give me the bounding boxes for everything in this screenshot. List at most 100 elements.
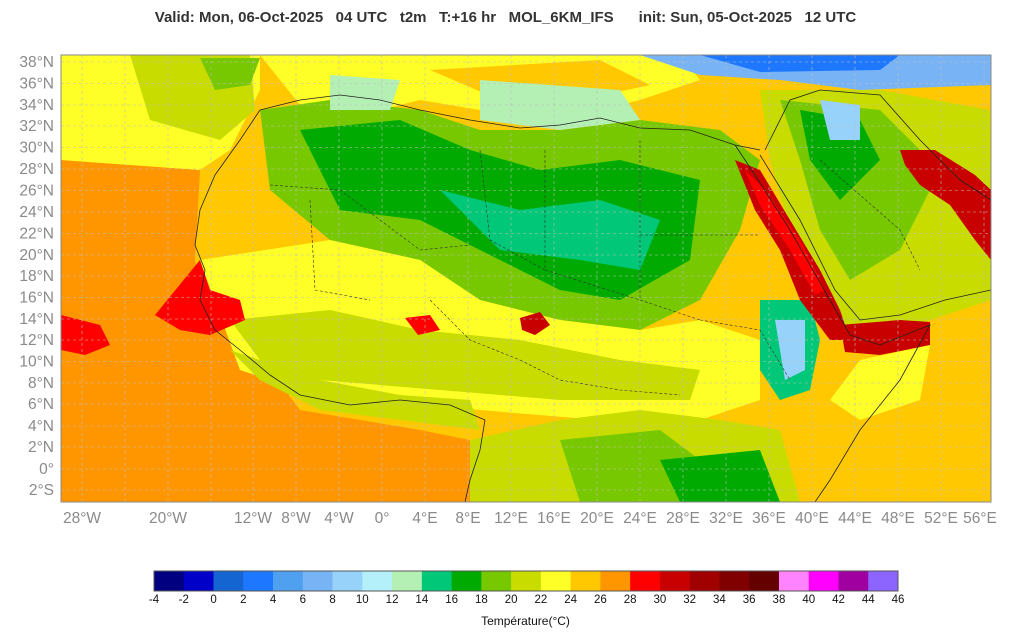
colorbar-swatch <box>273 571 304 591</box>
colorbar-tick-label: 28 <box>623 594 637 606</box>
longitude-axis: 28°W 20°W 12°W 8°W 4°W 0° 4°E 8°E 12°E 1… <box>63 510 997 527</box>
turkey-cold <box>640 55 991 90</box>
lat-label: 32°N <box>19 118 54 135</box>
lat-label: 10°N <box>19 354 54 371</box>
colorbar-tick-label: -4 <box>148 594 160 606</box>
colorbar-tick-label: 10 <box>355 594 369 606</box>
lon-label: 12°E <box>494 510 528 527</box>
colorbar-tick-label: 4 <box>269 594 277 606</box>
lat-label: 2°N <box>28 439 54 456</box>
lon-label: 52°E <box>924 510 958 527</box>
colorbar-swatch <box>838 571 869 591</box>
lat-label: 36°N <box>19 76 54 93</box>
colorbar-tick-label: 34 <box>713 594 726 606</box>
coastlines <box>194 89 991 502</box>
colorbar-tick-label: 0 <box>210 594 217 606</box>
latitude-axis: 38°N 36°N 34°N 32°N 30°N 28°N 26°N 24°N … <box>19 54 54 499</box>
colorbar-swatch <box>213 571 244 591</box>
lon-label: 8°W <box>281 510 311 527</box>
colorbar-swatch <box>243 571 274 591</box>
lat-label: 0° <box>39 461 54 478</box>
colorbar-swatch <box>332 571 363 591</box>
colorbar-swatch <box>154 571 185 591</box>
colorbar-tick-label: 18 <box>474 594 488 606</box>
colorbar-swatch <box>511 571 542 591</box>
colorbar-title: Température(°C) <box>481 614 570 628</box>
colorbar-swatch <box>719 571 750 591</box>
colorbar-tick-label: 16 <box>445 594 458 606</box>
colorbar-tick-label: 14 <box>415 594 429 606</box>
colorbar-tick-label: 24 <box>564 594 578 606</box>
lat-label: 20°N <box>19 247 54 264</box>
lon-label: 16°E <box>537 510 571 527</box>
chad-hotspot <box>520 312 550 335</box>
colorbar-frame <box>153 570 899 592</box>
colorbar-swatch <box>362 571 393 591</box>
colorbar-tick-label: 22 <box>534 594 548 606</box>
lon-label: 4°W <box>324 510 354 527</box>
colorbar-swatch <box>392 571 423 591</box>
colorbar-tick-label: 40 <box>802 594 816 606</box>
colorbar-swatch <box>540 571 571 591</box>
colorbar-swatch <box>600 571 631 591</box>
lon-label: 0° <box>375 510 390 527</box>
colorbar-swatch <box>570 571 601 591</box>
lat-label: 18°N <box>19 268 54 285</box>
colorbar-tick-label: 36 <box>742 594 756 606</box>
colorbar-tick-label: -2 <box>178 594 189 606</box>
colorbar-tick-label: 8 <box>329 594 336 606</box>
colorbar-swatch <box>451 571 482 591</box>
colorbar-swatch <box>302 571 333 591</box>
colorbar-tick-label: 42 <box>832 594 845 606</box>
colorbar-tick-label: 20 <box>504 594 518 606</box>
colorbar-swatch <box>630 571 661 591</box>
country-borders <box>269 140 921 396</box>
grid-lines <box>61 55 991 502</box>
lat-label: 24°N <box>19 204 54 221</box>
lat-label: 28°N <box>19 161 54 178</box>
colorbar-swatch <box>421 571 452 591</box>
map-title: Valid: Mon, 06-Oct-2025 04 UTC t2m T:+16… <box>154 9 857 26</box>
lat-label: 14°N <box>19 311 54 328</box>
gulf-of-aden <box>840 320 930 355</box>
lon-label: 28°E <box>666 510 700 527</box>
map-frame <box>60 54 992 503</box>
lon-label: 28°W <box>63 510 101 527</box>
lon-label: 20°E <box>580 510 614 527</box>
lon-label: 48°E <box>881 510 915 527</box>
lat-label: 8°N <box>28 375 54 392</box>
lat-label: 6°N <box>28 396 54 413</box>
colorbar-swatch <box>749 571 780 591</box>
lon-label: 4°E <box>412 510 437 527</box>
lon-label: 8°E <box>455 510 480 527</box>
colorbar-swatch <box>659 571 690 591</box>
persian-gulf <box>900 150 991 260</box>
colorbar-swatch <box>868 571 899 591</box>
lon-label: 20°W <box>149 510 187 527</box>
colorbar-swatch <box>183 571 214 591</box>
colorbar-swatch <box>778 571 810 591</box>
lat-label: 22°N <box>19 226 54 243</box>
colorbar-swatch <box>481 571 512 591</box>
lon-label: 12°W <box>234 510 272 527</box>
lat-label: 16°N <box>19 290 54 307</box>
lon-label: 56°E <box>963 510 997 527</box>
colorbar-tick-label: 6 <box>299 594 306 606</box>
lat-label: 38°N <box>19 54 54 71</box>
lon-label: 40°E <box>795 510 829 527</box>
colorbar-tick-label: 26 <box>593 594 607 606</box>
lon-label: 36°E <box>752 510 786 527</box>
lat-label: 26°N <box>19 183 54 200</box>
lon-label: 32°E <box>709 510 743 527</box>
indian-ocean <box>790 320 991 502</box>
colorbar <box>153 570 899 592</box>
colorbar-tick-label: 44 <box>861 594 875 606</box>
colorbar-tick-label: 12 <box>385 594 399 606</box>
lon-label: 24°E <box>623 510 657 527</box>
colorbar-tick-label: 46 <box>891 594 905 606</box>
colorbar-tick-label: 32 <box>683 594 697 606</box>
lat-label: 34°N <box>19 97 54 114</box>
lat-label: 12°N <box>19 332 54 349</box>
colorbar-tick-label: 38 <box>772 594 786 606</box>
